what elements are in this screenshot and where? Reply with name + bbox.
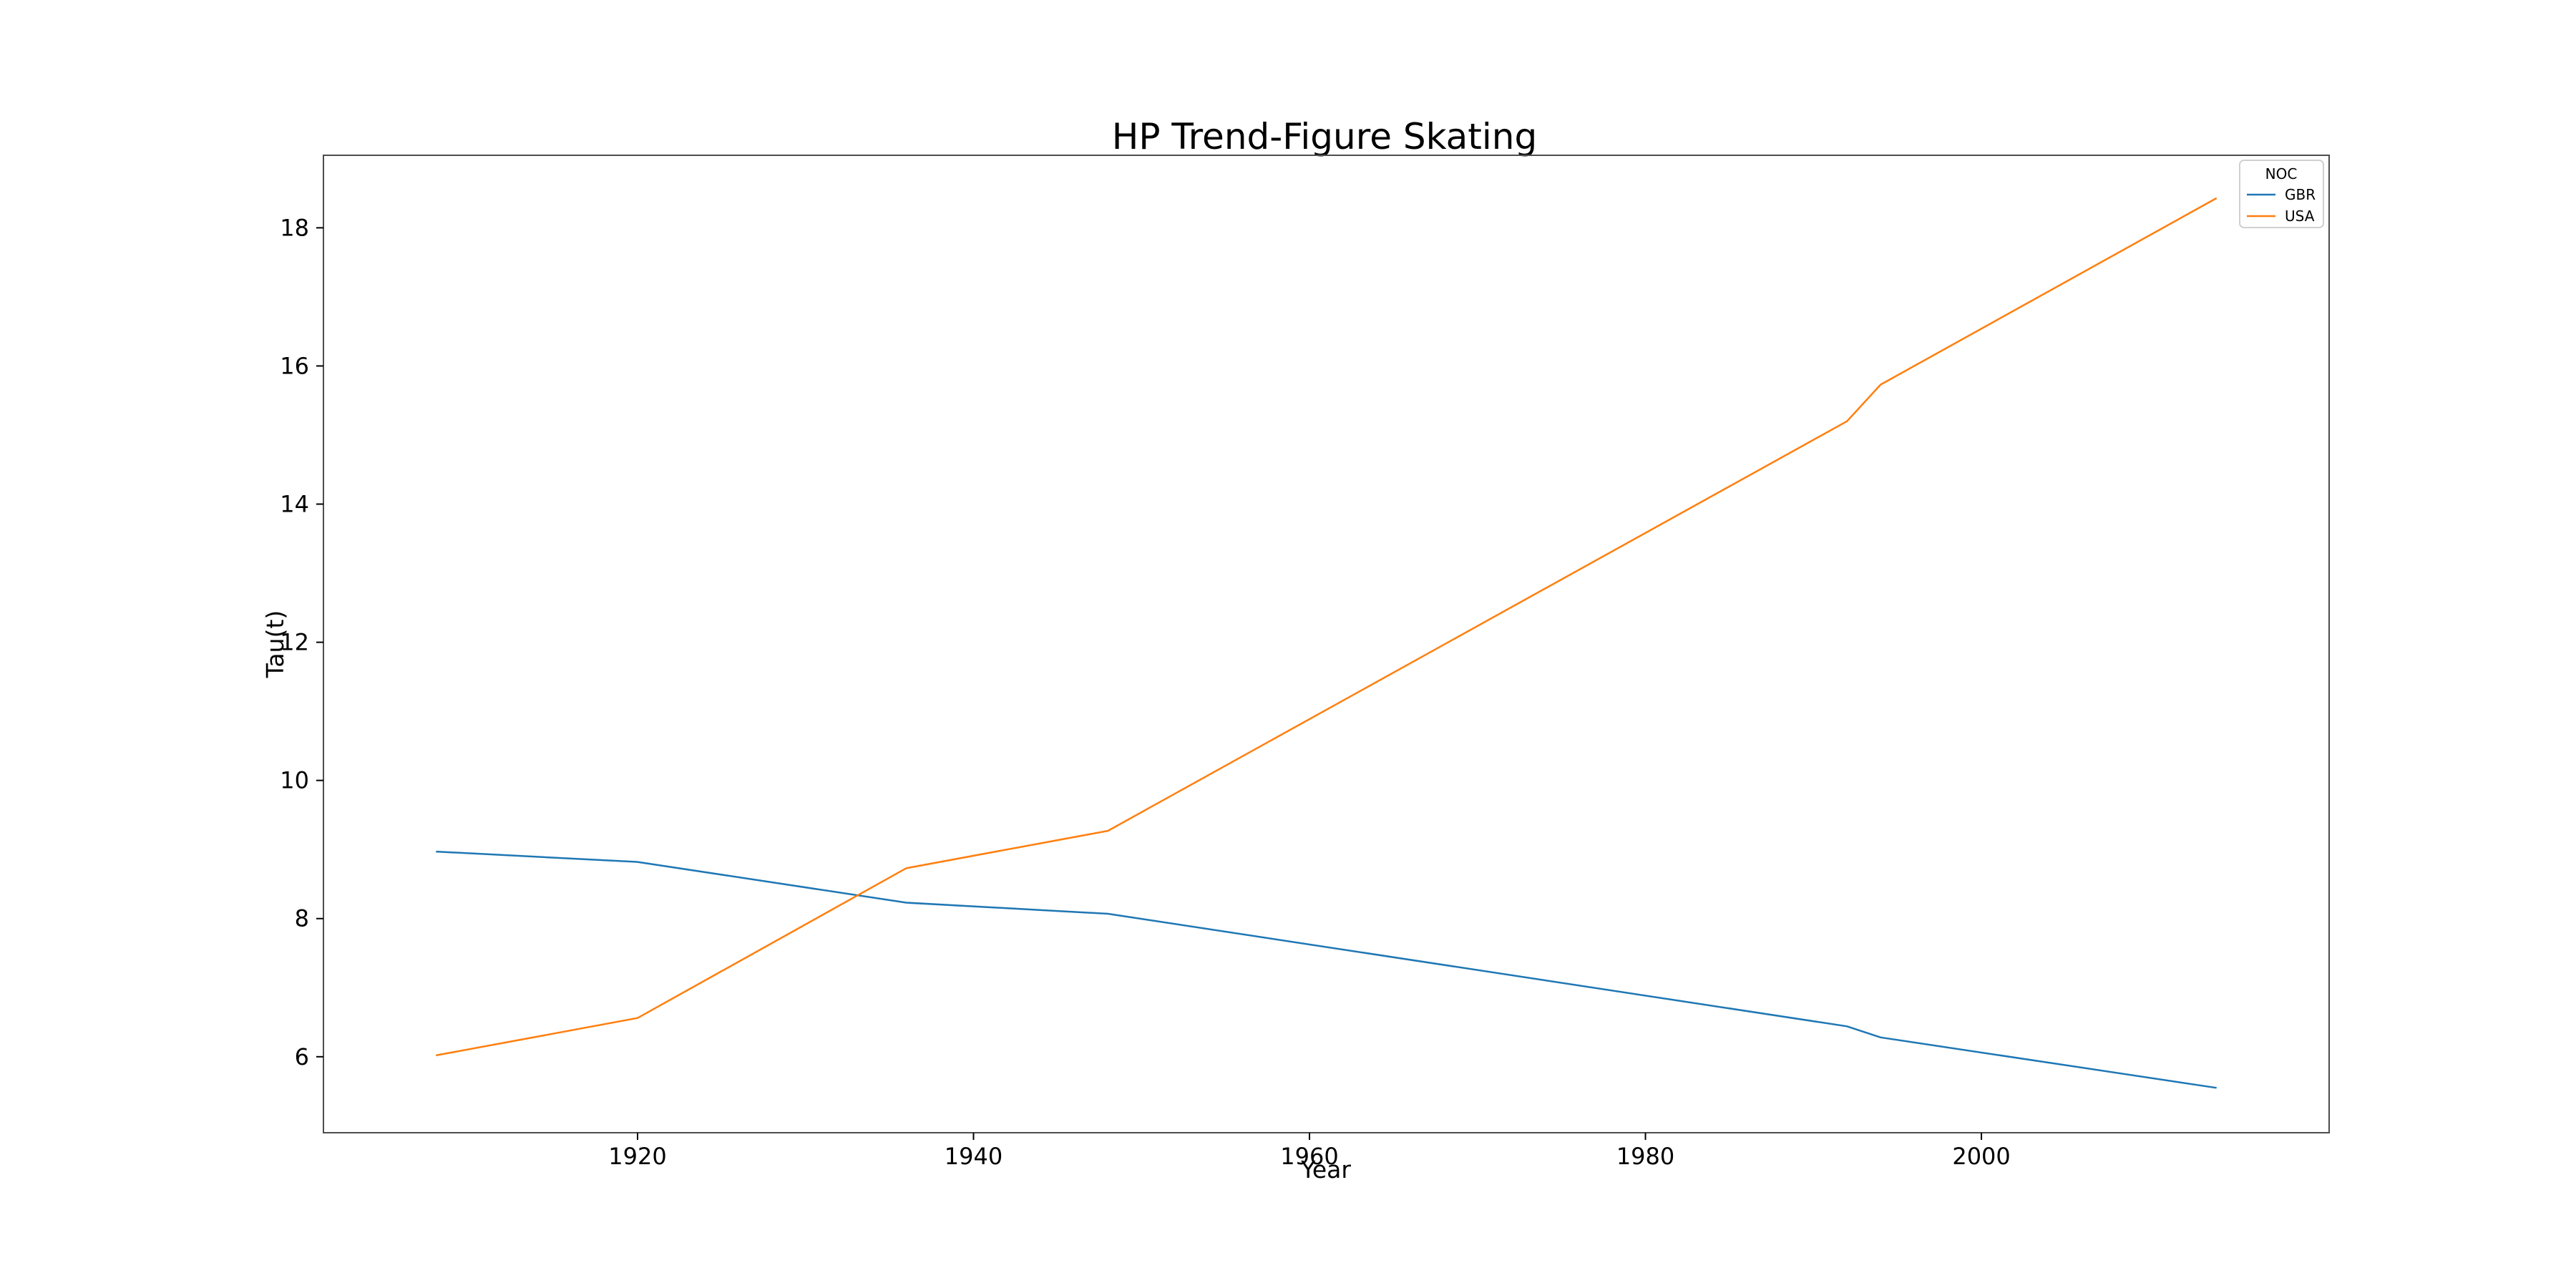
series-line-usa bbox=[436, 197, 2218, 1057]
x-tick-label: 2000 bbox=[1952, 1143, 2010, 1170]
x-axis: 1920 1940 1960 1980 2000 bbox=[608, 1133, 2011, 1170]
x-tick-label: 1920 bbox=[608, 1143, 666, 1170]
y-axis: 6 8 10 12 14 16 18 bbox=[280, 214, 323, 1070]
legend-label-gbr: GBR bbox=[2285, 186, 2316, 203]
series-line-gbr bbox=[436, 850, 2217, 1089]
legend-title: NOC bbox=[2265, 165, 2298, 182]
x-tick-label: 1980 bbox=[1616, 1143, 1674, 1170]
chart-title: HP Trend-Figure Skating bbox=[1112, 116, 1537, 157]
y-tick-label: 14 bbox=[280, 491, 309, 518]
y-tick-label: 12 bbox=[280, 629, 309, 656]
legend-entries: GBR USA bbox=[2247, 186, 2316, 225]
y-tick-label: 18 bbox=[280, 214, 309, 241]
x-axis-label: Year bbox=[1300, 1156, 1351, 1184]
y-tick-label: 8 bbox=[295, 905, 309, 932]
plot-frame bbox=[323, 155, 2330, 1133]
plot-area bbox=[323, 155, 2330, 1133]
legend-label-usa: USA bbox=[2285, 208, 2315, 225]
y-tick-label: 10 bbox=[280, 767, 309, 794]
series-layer bbox=[436, 197, 2218, 1089]
x-tick-label: 1940 bbox=[945, 1143, 1002, 1170]
legend-box bbox=[2239, 160, 2324, 228]
y-tick-label: 6 bbox=[295, 1043, 309, 1070]
legend: NOC GBR USA bbox=[2239, 160, 2324, 228]
x-tick-label: 1960 bbox=[1280, 1143, 1338, 1170]
y-axis-label: Tau(t) bbox=[261, 610, 289, 679]
y-tick-label: 16 bbox=[280, 352, 309, 379]
